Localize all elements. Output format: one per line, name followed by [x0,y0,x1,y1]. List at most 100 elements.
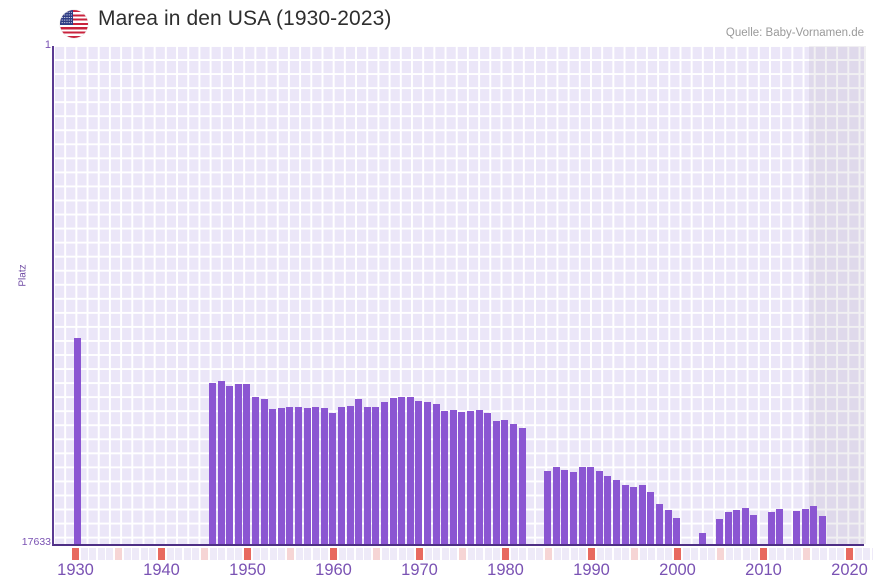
bar-1979[interactable] [476,410,483,544]
bar-1958[interactable] [295,407,302,544]
bar-1997[interactable] [622,485,629,544]
bar-series [54,46,864,544]
bar-1982[interactable] [501,420,508,544]
bar-2003[interactable] [673,518,680,544]
bar-1984[interactable] [519,428,526,544]
bar-1970[interactable] [398,397,405,544]
bar-2006[interactable] [699,533,706,544]
bar-1981[interactable] [493,421,500,544]
x-band-cell-minor-1989 [579,548,587,560]
bar-2014[interactable] [768,512,775,544]
bar-2009[interactable] [725,512,732,544]
bar-1959[interactable] [304,408,311,544]
x-band-cell-minor-2023 [871,548,873,560]
bar-1952[interactable] [243,384,250,544]
bar-1966[interactable] [364,407,371,544]
x-band-cell-minor-1947 [218,548,226,560]
bar-1976[interactable] [450,410,457,544]
x-band-cell-minor-1952 [261,548,269,560]
x-band-cell-major-1970 [416,548,423,560]
bar-2020[interactable] [819,516,826,544]
x-tick-label-1960: 1960 [315,561,352,579]
bar-1969[interactable] [390,398,397,544]
bar-1996[interactable] [613,480,620,544]
source-credit: Quelle: Baby-Vornamen.de [725,27,864,39]
bar-2010[interactable] [733,510,740,544]
x-band-cell-minor-1966 [381,548,389,560]
x-band-cell-minor-2008 [742,548,750,560]
bar-1999[interactable] [639,485,646,544]
bar-1955[interactable] [269,409,276,544]
bar-2018[interactable] [802,509,809,544]
bar-1994[interactable] [596,471,603,544]
bar-1992[interactable] [579,467,586,544]
bar-1990[interactable] [561,470,568,544]
bar-1960[interactable] [312,407,319,544]
bar-2002[interactable] [665,510,672,544]
bar-2017[interactable] [793,511,800,544]
bar-1978[interactable] [467,411,474,544]
bar-1971[interactable] [407,397,414,544]
x-band-cell-mid-1975 [459,548,466,560]
x-band-cell-minor-1974 [450,548,458,560]
bar-1930[interactable] [74,338,81,544]
x-band-cell-minor-1954 [278,548,286,560]
bar-2001[interactable] [656,504,663,544]
x-tick-label-1990: 1990 [573,561,610,579]
bar-1991[interactable] [570,472,577,544]
x-band-cell-minor-1996 [639,548,647,560]
x-band-cell-minor-2017 [820,548,828,560]
bar-1983[interactable] [510,424,517,544]
bar-1995[interactable] [604,476,611,544]
x-band-cell-minor-2012 [777,548,785,560]
x-band-cell-minor-1967 [390,548,398,560]
bar-2000[interactable] [647,492,654,544]
bar-1949[interactable] [218,381,225,544]
bar-2015[interactable] [776,509,783,544]
x-band-cell-minor-1949 [235,548,243,560]
bar-1968[interactable] [381,402,388,544]
x-band-cell-minor-2002 [691,548,699,560]
bar-1977[interactable] [458,412,465,544]
bar-2008[interactable] [716,519,723,544]
bar-1951[interactable] [235,384,242,544]
bar-1954[interactable] [261,399,268,544]
bar-1956[interactable] [278,408,285,544]
bar-1965[interactable] [355,399,362,544]
x-tick-label-2010: 2010 [745,561,782,579]
bar-2019[interactable] [810,506,817,544]
bar-1963[interactable] [338,407,345,544]
bar-1972[interactable] [415,401,422,544]
bar-1964[interactable] [347,406,354,544]
bar-1989[interactable] [553,467,560,544]
chart-header: Marea in den USA (1930-2023) Quelle: Bab… [0,0,873,46]
x-band-cell-minor-1953 [269,548,277,560]
x-band-cell-minor-1939 [149,548,157,560]
bar-1953[interactable] [252,397,259,544]
bar-1980[interactable] [484,413,491,544]
bar-1973[interactable] [424,402,431,544]
x-band-cell-minor-1956 [295,548,303,560]
bar-1962[interactable] [329,413,336,544]
x-band-cell-minor-2018 [828,548,836,560]
x-tick-label-1930: 1930 [57,561,94,579]
x-band-cell-major-2000 [674,548,681,560]
bar-1967[interactable] [372,407,379,544]
bar-1948[interactable] [209,383,216,544]
bar-1974[interactable] [433,404,440,544]
bar-1988[interactable] [544,471,551,544]
x-tick-label-1980: 1980 [487,561,524,579]
bar-2012[interactable] [750,515,757,544]
x-band-cell-minor-2022 [863,548,871,560]
bar-1993[interactable] [587,467,594,544]
bar-1950[interactable] [226,386,233,544]
bar-1975[interactable] [441,411,448,544]
bar-1961[interactable] [321,408,328,544]
bar-1957[interactable] [286,407,293,544]
x-band-cell-minor-1977 [476,548,484,560]
bar-2011[interactable] [742,508,749,544]
x-band-cell-minor-1943 [183,548,191,560]
bar-1998[interactable] [630,487,637,544]
x-band-cell-minor-2006 [725,548,733,560]
